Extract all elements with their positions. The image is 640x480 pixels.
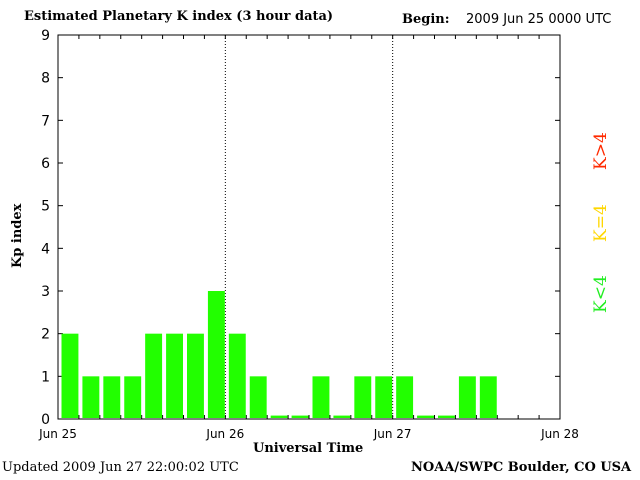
kp-bar bbox=[291, 415, 309, 418]
kp-bar bbox=[438, 415, 455, 418]
y-axis-label: Kp index bbox=[10, 203, 25, 268]
y-tick-label: 6 bbox=[41, 156, 50, 172]
legend-k-less-4: K<4 bbox=[591, 275, 611, 313]
y-tick-label: 8 bbox=[41, 71, 50, 87]
legend-k-equal-4: K=4 bbox=[591, 204, 611, 242]
legend-k-greater-4: K>4 bbox=[591, 132, 611, 170]
kp-bar bbox=[166, 333, 183, 418]
y-tick-label: 1 bbox=[41, 369, 50, 385]
plot-frame bbox=[57, 34, 561, 420]
kp-bar bbox=[82, 376, 100, 418]
x-tick-label: Jun 25 bbox=[38, 427, 77, 441]
kp-bar bbox=[458, 376, 476, 418]
kp-bar bbox=[396, 376, 414, 418]
begin-label: Begin: bbox=[402, 12, 450, 27]
kp-bar bbox=[61, 333, 79, 418]
x-axis-label: Universal Time bbox=[253, 441, 364, 456]
kp-bar bbox=[103, 376, 121, 418]
kp-bar bbox=[249, 376, 267, 418]
begin-value: 2009 Jun 25 0000 UTC bbox=[466, 12, 612, 27]
y-tick-label: 4 bbox=[41, 241, 50, 257]
kp-bar bbox=[124, 376, 142, 418]
kp-bar bbox=[187, 333, 204, 418]
kp-bar bbox=[354, 376, 372, 418]
x-tick-label: Jun 27 bbox=[373, 427, 412, 441]
y-tick-label: 9 bbox=[41, 28, 50, 44]
credit-label: NOAA/SWPC Boulder, CO USA bbox=[411, 460, 632, 475]
kp-bar bbox=[417, 415, 434, 418]
kp-bar bbox=[312, 376, 330, 418]
y-tick-label: 7 bbox=[41, 113, 50, 129]
kp-bar bbox=[479, 376, 497, 418]
kp-bar bbox=[228, 333, 246, 418]
kp-bar bbox=[333, 415, 351, 418]
y-tick-label: 3 bbox=[41, 284, 50, 300]
chart-title: Estimated Planetary K index (3 hour data… bbox=[24, 9, 334, 24]
y-tick-label: 2 bbox=[41, 327, 50, 343]
updated-timestamp: Updated 2009 Jun 27 22:00:02 UTC bbox=[2, 460, 239, 475]
kp-bar bbox=[145, 333, 163, 418]
y-tick-label: 0 bbox=[41, 412, 50, 428]
x-tick-label: Jun 26 bbox=[205, 427, 244, 441]
x-tick-label: Jun 28 bbox=[540, 427, 579, 441]
kp-bar bbox=[207, 291, 225, 418]
y-tick-label: 5 bbox=[41, 199, 50, 215]
kp-bar bbox=[375, 376, 393, 418]
kp-bar bbox=[270, 415, 288, 418]
